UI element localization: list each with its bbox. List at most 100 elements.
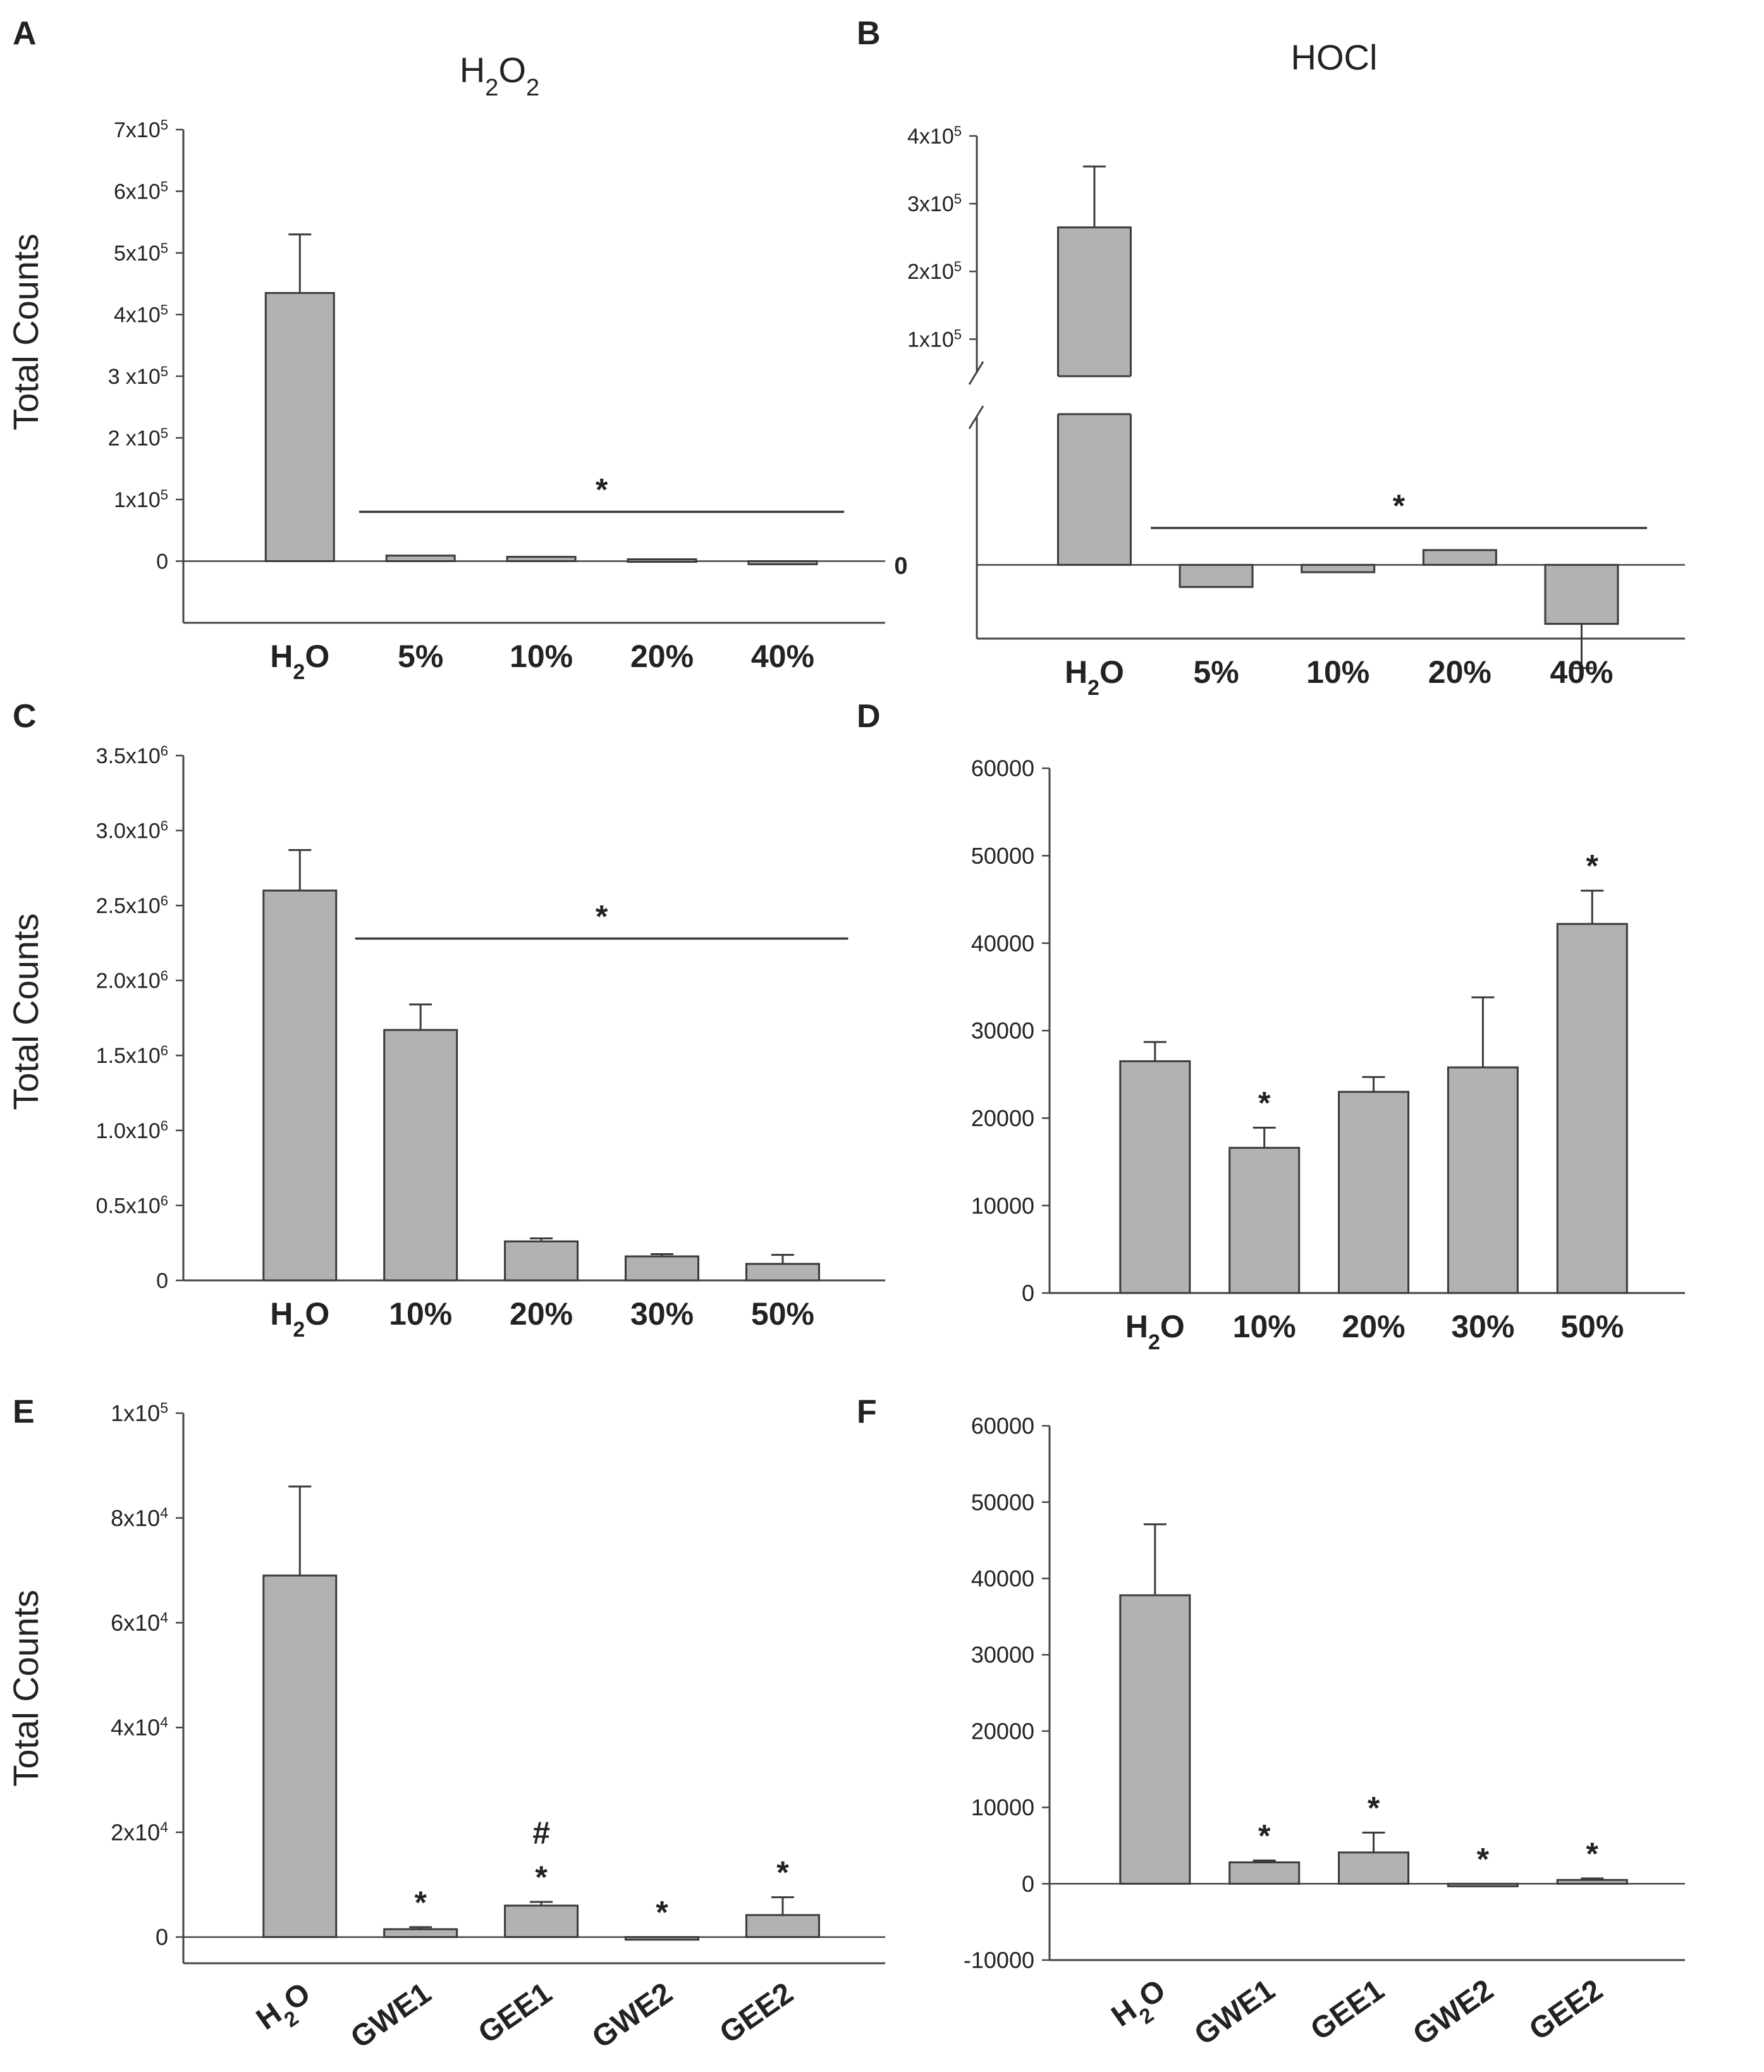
axis-break-mark [968,361,984,385]
x-tick-label: 20% [1428,654,1491,690]
y-tick-label: 8x104 [111,1504,168,1531]
y-tick-label: 0 [156,549,168,573]
bar [506,556,577,562]
x-tick-label: H2O [1106,1973,1177,2041]
y-tick-label: 0 [156,1924,168,1950]
panel-letter: D [857,698,881,735]
x-tick-label: 10% [1233,1309,1296,1344]
x-tick-label: 20% [630,639,694,674]
bar [385,555,456,562]
panel-letter: B [857,15,881,52]
panel-title: H2O2 [460,50,539,101]
y-tick-label: 2x104 [111,1818,168,1845]
bar [1301,563,1376,573]
significance-marker: * [1477,1841,1490,1877]
y-tick-label: 3.0x106 [96,818,168,843]
y-tick-label: 0.5x106 [96,1192,168,1218]
significance-marker: * [1393,488,1406,524]
x-tick-label: H2O [270,1296,329,1342]
bar [504,1904,579,1939]
y-tick-label: 1.0x106 [96,1117,168,1143]
y-tick-label: 6x104 [111,1609,168,1636]
x-tick-label: GWE2 [1407,1973,1500,2052]
x-tick-label: 10% [1306,654,1369,690]
panel-letter: C [13,698,37,735]
y-tick-label: 4x104 [111,1714,168,1741]
y-tick-label: 5x105 [114,240,168,266]
bar [1422,549,1497,566]
bar [1447,1066,1519,1294]
significance-marker: * [596,472,608,508]
x-tick-label: H2O [270,639,329,684]
panel-title: HOCl [1291,37,1378,77]
bar [745,1263,820,1282]
bar [1338,1851,1410,1885]
bar [745,1914,820,1939]
x-tick-label: 40% [751,639,814,674]
x-tick-label: 10% [510,639,573,674]
x-tick-label: GWE1 [1189,1973,1281,2052]
bar [627,558,697,563]
panel-letter: E [13,1394,35,1430]
significance-marker: # [532,1815,550,1851]
bar [1544,563,1619,625]
y-tick-label: 30000 [971,1018,1034,1044]
x-tick-label: 30% [1451,1309,1514,1344]
bar [1556,1879,1628,1885]
x-tick-label: 5% [398,639,443,674]
y-tick-label: 30000 [971,1642,1034,1668]
y-tick-label: 6x105 [114,178,168,204]
x-tick-label: H2O [1125,1309,1185,1354]
y-tick-label: 4x105 [907,123,962,149]
significance-marker: * [535,1860,548,1895]
x-tick-label: 10% [389,1296,452,1332]
y-tick-label: 10000 [971,1192,1034,1218]
x-tick-label: H2O [250,1977,322,2044]
y-tick-label: 4x105 [114,302,168,328]
x-tick-label: 5% [1193,654,1239,690]
bar [262,889,338,1282]
axis-break-mark [968,405,984,429]
y-tick-label: 2x105 [907,259,962,285]
y-tick-label: 0 [1022,1280,1034,1306]
y-tick-label: 40000 [971,1566,1034,1591]
panel-letter: A [13,15,37,52]
bar [1228,1861,1301,1885]
y-tick-label: 20000 [971,1105,1034,1131]
y-tick-label: 3.5x106 [96,742,168,768]
bar [504,1240,579,1282]
bar [1119,1060,1191,1294]
y-tick-label: 60000 [971,1413,1034,1439]
panel-b: B HOCl 1x105 2x105 3x105 4x105 0 H2O 5% 10% 20% 40%… [857,15,1685,700]
y-tick-label: 20000 [971,1718,1034,1744]
y-tick-label: 1.5x106 [96,1043,168,1069]
bar [747,560,818,565]
bar [383,1029,458,1282]
y-tick-label: -10000 [964,1947,1034,1973]
y-tick-label: 2.5x106 [96,893,168,919]
y-axis-label: Total Counts [6,233,46,430]
x-tick-label: GEE1 [1305,1973,1390,2047]
y-tick-label: 2 x105 [108,425,168,451]
y-tick-label: 3x105 [907,191,962,217]
x-tick-label: H2O [1065,654,1124,700]
y-tick-label: 60000 [971,756,1034,782]
x-tick-label: 40% [1550,654,1613,690]
panel-e: E Total Counts 0 2x104 4x104 6x104 8x104 1x105 H… [6,1394,885,2055]
x-tick-label: 20% [510,1296,573,1332]
y-tick-label: 0 [1022,1871,1034,1897]
bar [625,1255,700,1282]
x-tick-label: GWE1 [345,1977,437,2055]
y-axis-label: Total Counts [6,913,46,1110]
bar [264,291,335,562]
x-tick-label: 30% [630,1296,694,1332]
significance-marker: * [656,1895,668,1930]
x-tick-label: GEE2 [1523,1973,1608,2047]
y-tick-label: 40000 [971,930,1034,956]
bar [262,1574,338,1939]
y-tick-label: 1x105 [114,486,168,512]
bar [1179,563,1254,588]
y-tick-label: 10000 [971,1794,1034,1820]
x-tick-label: GEE2 [714,1977,799,2051]
